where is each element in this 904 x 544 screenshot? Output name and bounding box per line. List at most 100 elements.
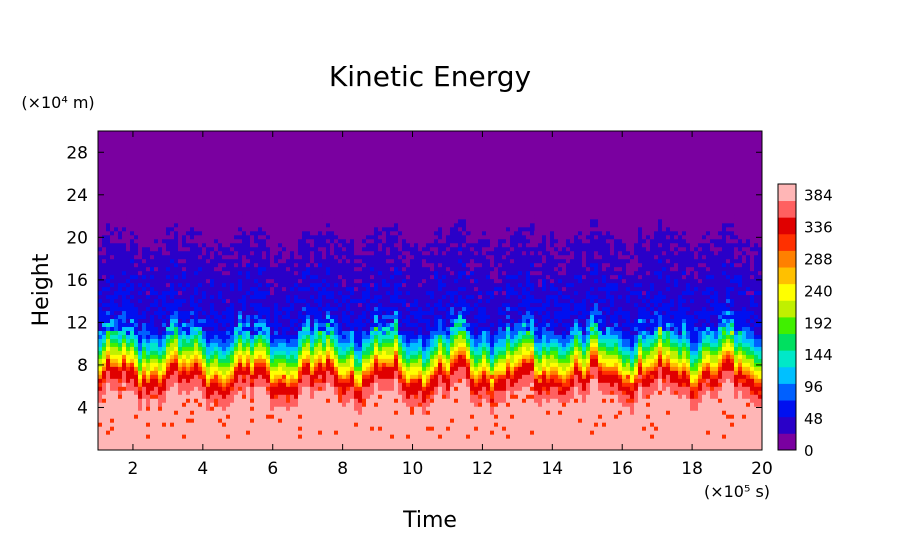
- heatmap-cell: [122, 422, 127, 427]
- heatmap-cell: [162, 242, 167, 248]
- heatmap-cell: [434, 370, 439, 375]
- heatmap-cell: [126, 362, 131, 367]
- heatmap-cell: [110, 418, 115, 423]
- heatmap-cell: [102, 218, 107, 224]
- heatmap-cell: [426, 390, 431, 395]
- heatmap-cell: [206, 430, 211, 435]
- heatmap-cell: [322, 398, 327, 403]
- heatmap-cell: [302, 270, 307, 276]
- heatmap-cell: [266, 394, 271, 399]
- heatmap-cell: [350, 354, 355, 359]
- heatmap-cell: [134, 318, 139, 323]
- heatmap-cell: [326, 318, 331, 323]
- heatmap-cell: [374, 414, 379, 419]
- heatmap-cell: [146, 374, 151, 379]
- heatmap-cell: [298, 430, 303, 435]
- heatmap-cell: [134, 374, 139, 379]
- heatmap-cell: [134, 278, 139, 284]
- heatmap-cell: [346, 358, 351, 363]
- heatmap-cell: [182, 418, 187, 423]
- heatmap-cell: [242, 442, 247, 447]
- heatmap-cell: [202, 346, 207, 351]
- heatmap-cell: [350, 422, 355, 427]
- heatmap-cell: [386, 306, 391, 312]
- heatmap-cell: [246, 286, 251, 292]
- heatmap-cell: [222, 434, 227, 439]
- heatmap-cell: [430, 366, 435, 371]
- heatmap-cell: [190, 402, 195, 407]
- heatmap-cell: [134, 434, 139, 439]
- heatmap-cell: [282, 406, 287, 411]
- heatmap-cell: [406, 390, 411, 395]
- heatmap-cell: [414, 362, 419, 367]
- heatmap-cell: [178, 230, 183, 236]
- heatmap-cell: [426, 394, 431, 399]
- heatmap-cell: [342, 258, 347, 264]
- heatmap-cell: [394, 414, 399, 419]
- heatmap-cell: [374, 242, 379, 248]
- heatmap-cell: [142, 274, 147, 280]
- heatmap-cell: [166, 234, 171, 240]
- heatmap-cell: [142, 410, 147, 415]
- heatmap-cell: [326, 378, 331, 383]
- heatmap-cell: [162, 382, 167, 387]
- heatmap-cell: [154, 282, 159, 288]
- heatmap-cell: [214, 278, 219, 284]
- heatmap-cell: [102, 274, 107, 280]
- heatmap-cell: [286, 446, 291, 450]
- heatmap-cell: [130, 230, 135, 236]
- heatmap-cell: [138, 366, 143, 371]
- heatmap-cell: [370, 274, 375, 280]
- heatmap-cell: [334, 306, 339, 312]
- heatmap-cell: [438, 446, 443, 450]
- heatmap-cell: [282, 334, 287, 339]
- heatmap-cell: [254, 442, 259, 447]
- heatmap-cell: [106, 326, 111, 331]
- heatmap-cell: [370, 298, 375, 304]
- heatmap-cell: [386, 298, 391, 304]
- heatmap-cell: [182, 378, 187, 383]
- heatmap-cell: [366, 226, 371, 232]
- heatmap-cell: [126, 410, 131, 415]
- heatmap-cell: [122, 270, 127, 276]
- heatmap-cell: [434, 446, 439, 450]
- heatmap-cell: [274, 322, 279, 327]
- heatmap-cell: [170, 358, 175, 363]
- heatmap-cell: [134, 266, 139, 272]
- heatmap-cell: [298, 434, 303, 439]
- heatmap-cell: [238, 326, 243, 331]
- heatmap-cell: [214, 374, 219, 379]
- heatmap-cell: [250, 350, 255, 355]
- heatmap-cell: [438, 306, 443, 312]
- heatmap-cell: [286, 382, 291, 387]
- heatmap-cell: [302, 242, 307, 248]
- heatmap-cell: [150, 418, 155, 423]
- heatmap-cell: [394, 242, 399, 248]
- heatmap-cell: [170, 234, 175, 240]
- heatmap-cell: [158, 386, 163, 391]
- heatmap-cell: [142, 370, 147, 375]
- heatmap-cell: [342, 410, 347, 415]
- heatmap-cell: [246, 362, 251, 367]
- heatmap-cell: [430, 362, 435, 367]
- heatmap-cell: [194, 302, 199, 308]
- heatmap-cell: [342, 306, 347, 312]
- heatmap-cell: [338, 302, 343, 308]
- heatmap-cell: [114, 330, 119, 335]
- heatmap-cell: [270, 266, 275, 272]
- heatmap-cell: [386, 346, 391, 351]
- heatmap-cell: [406, 254, 411, 260]
- heatmap-cell: [110, 338, 115, 343]
- heatmap-cell: [162, 374, 167, 379]
- heatmap-cell: [266, 302, 271, 308]
- heatmap-cell: [362, 402, 367, 407]
- heatmap-cell: [106, 382, 111, 387]
- heatmap-cell: [182, 274, 187, 280]
- heatmap-cell: [394, 438, 399, 443]
- heatmap-cell: [374, 434, 379, 439]
- heatmap-cell: [426, 322, 431, 327]
- heatmap-cell: [386, 382, 391, 387]
- heatmap-cell: [218, 358, 223, 363]
- heatmap-cell: [202, 242, 207, 248]
- heatmap-cell: [130, 422, 135, 427]
